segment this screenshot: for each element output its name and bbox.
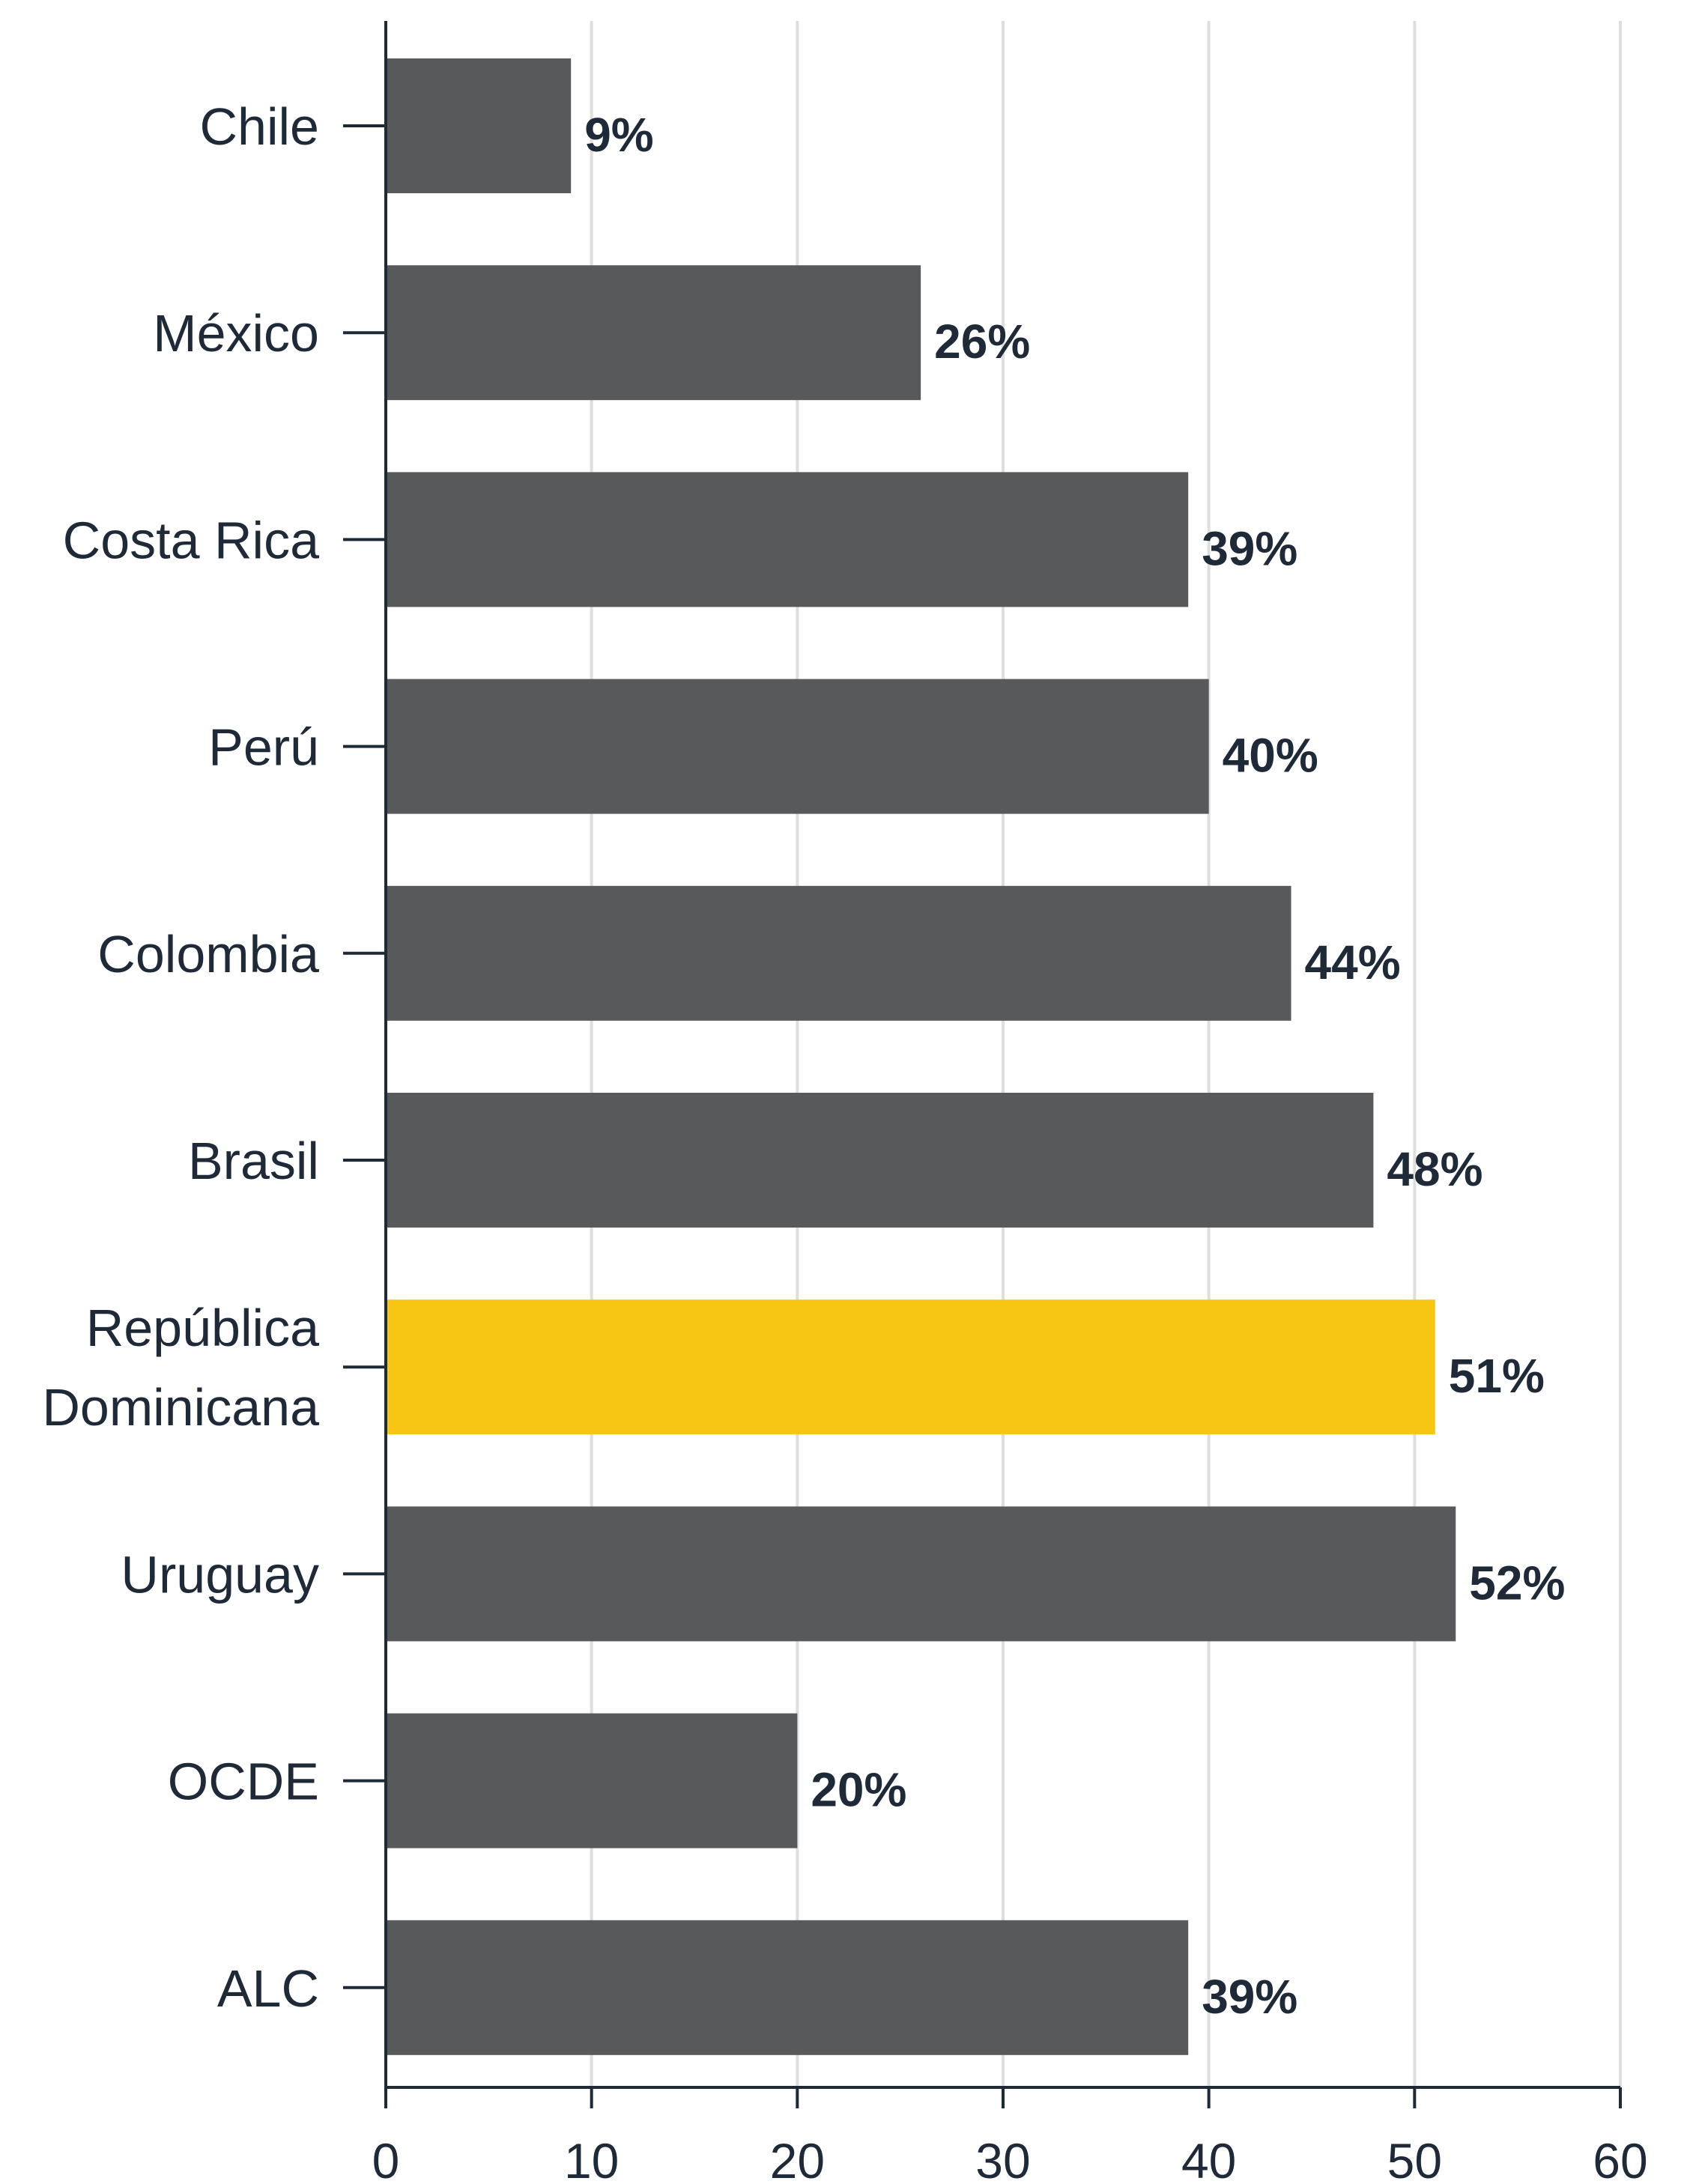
category-label: República <box>86 1299 319 1357</box>
bar <box>386 265 921 401</box>
bar <box>386 679 1209 814</box>
category-label: ALC <box>217 1959 319 2018</box>
bar <box>386 1093 1374 1228</box>
category-label: Perú <box>208 718 319 777</box>
category-label: OCDE <box>168 1753 319 1811</box>
x-tick-label: 10 <box>564 2133 619 2184</box>
value-label: 52% <box>1469 1556 1565 1610</box>
bar <box>386 58 572 193</box>
value-label: 39% <box>1202 521 1297 575</box>
category-label: Colombia <box>97 925 319 983</box>
value-label: 20% <box>811 1763 906 1817</box>
x-tick-label: 40 <box>1181 2133 1236 2184</box>
x-tick-label: 30 <box>975 2133 1030 2184</box>
x-tick-label: 20 <box>770 2133 825 2184</box>
category-label: Uruguay <box>121 1545 319 1604</box>
value-label: 26% <box>934 315 1030 368</box>
x-tick-label: 60 <box>1593 2133 1647 2184</box>
bar <box>386 472 1189 607</box>
value-label: 48% <box>1387 1142 1482 1196</box>
bar <box>386 1506 1456 1642</box>
category-label: Costa Rica <box>63 511 319 569</box>
value-label: 44% <box>1305 935 1401 989</box>
x-tick-label: 0 <box>372 2133 400 2184</box>
x-tick-label: 50 <box>1387 2133 1442 2184</box>
bar <box>386 1920 1189 2055</box>
value-label: 9% <box>584 108 654 162</box>
bar <box>386 1713 798 1848</box>
category-label: Chile <box>199 97 319 156</box>
bar <box>386 1299 1435 1435</box>
value-label: 39% <box>1202 1970 1297 2024</box>
value-label: 40% <box>1223 729 1318 783</box>
category-label: Dominicana <box>42 1378 319 1437</box>
bar <box>386 885 1291 1021</box>
value-label: 51% <box>1449 1349 1545 1403</box>
category-label: México <box>153 304 319 363</box>
category-label: Brasil <box>188 1132 319 1190</box>
